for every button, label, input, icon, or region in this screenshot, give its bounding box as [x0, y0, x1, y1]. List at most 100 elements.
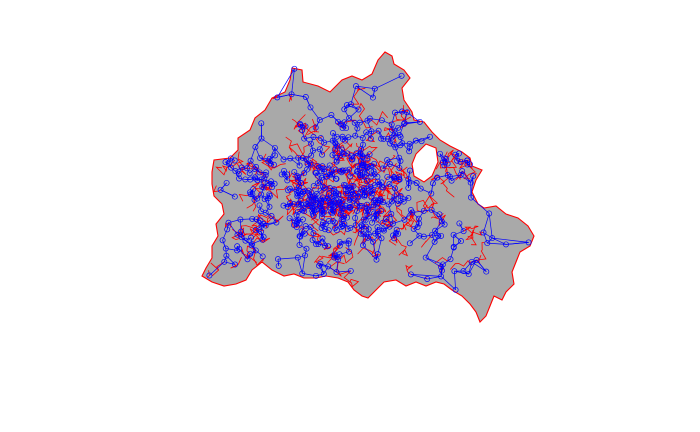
network-node: [299, 127, 306, 134]
network-edge: [354, 128, 358, 136]
network-edge: [250, 250, 256, 255]
network-edge: [277, 257, 298, 260]
network-edge: [483, 232, 488, 244]
district-boundary: [338, 270, 351, 276]
network-node: [327, 171, 334, 178]
network-node: [336, 238, 343, 245]
network-node: [438, 232, 445, 239]
network-node: [371, 160, 378, 167]
network-node: [325, 227, 332, 234]
network-node: [344, 226, 351, 232]
network-node: [307, 140, 314, 147]
network-edge: [410, 274, 442, 277]
network-edge: [354, 217, 357, 226]
network-node: [258, 228, 265, 235]
network-node: [358, 146, 365, 153]
network-node: [390, 141, 397, 148]
network-node: [313, 241, 320, 248]
network-edge: [408, 146, 411, 152]
network-node: [300, 188, 307, 195]
network-edge: [225, 248, 238, 251]
network-edge: [276, 68, 295, 98]
network-node: [305, 199, 312, 206]
network-edge: [240, 218, 253, 220]
network-node: [441, 155, 448, 162]
network-node: [266, 191, 273, 198]
network-edge: [387, 176, 395, 179]
network-edge: [382, 163, 391, 169]
network-node: [343, 125, 350, 132]
network-node: [238, 228, 244, 235]
network-edge: [256, 218, 261, 221]
network-node: [262, 209, 269, 216]
network-node: [427, 133, 433, 140]
network-node: [219, 237, 226, 244]
network-node: [259, 253, 266, 260]
district-boundary: [448, 152, 458, 169]
network-node: [325, 218, 332, 224]
network-node: [385, 201, 392, 208]
network-edge: [264, 199, 270, 207]
network-edge: [312, 148, 320, 151]
network-node: [344, 150, 351, 157]
network-node: [448, 177, 455, 184]
network-edge: [345, 187, 350, 191]
network-node: [467, 179, 474, 186]
network-node: [336, 251, 343, 258]
network-edge: [425, 241, 435, 258]
network-edge: [339, 154, 344, 156]
network-edge: [228, 219, 241, 224]
district-boundary: [352, 145, 378, 155]
network-node: [307, 161, 314, 168]
network-edge: [442, 258, 451, 265]
network-node: [424, 276, 431, 282]
network-node: [297, 233, 304, 240]
network-node: [407, 167, 413, 174]
network-node: [464, 157, 471, 164]
network-node: [322, 226, 329, 233]
network-node: [470, 173, 477, 180]
network-node: [392, 185, 398, 192]
network-node: [444, 160, 451, 167]
network-edge: [391, 135, 394, 138]
district-boundary: [230, 151, 244, 169]
network-edge: [283, 170, 288, 181]
network-node: [375, 127, 382, 134]
network-edge: [299, 244, 307, 250]
network-node: [248, 234, 254, 241]
network-node: [375, 232, 382, 239]
network-node: [242, 237, 249, 244]
network-node: [363, 208, 369, 215]
network-node: [261, 175, 268, 182]
network-node: [265, 158, 272, 165]
network-node: [388, 134, 395, 141]
network-node: [363, 177, 370, 184]
network-edge: [296, 189, 299, 191]
network-node: [318, 174, 325, 181]
network-node: [444, 172, 451, 179]
network-node: [344, 214, 350, 221]
network-node: [364, 205, 371, 212]
network-edge: [431, 234, 439, 237]
network-node: [368, 190, 375, 197]
network-edge: [318, 265, 325, 275]
network-node: [252, 227, 259, 234]
network-edge: [343, 153, 348, 155]
network-edge: [265, 212, 272, 217]
network-edge: [382, 159, 388, 169]
network-node: [346, 166, 353, 173]
network-node: [334, 142, 341, 149]
network-edge: [374, 181, 379, 186]
network-edge: [437, 174, 448, 178]
network-edge: [381, 119, 392, 125]
network-node: [398, 72, 405, 79]
network-node: [322, 242, 328, 249]
network-node: [310, 183, 317, 190]
network-node: [415, 215, 422, 222]
district-boundary: [328, 227, 347, 236]
network-node: [302, 252, 308, 259]
network-node: [360, 242, 366, 249]
network-node-layer: [206, 65, 532, 293]
network-node: [273, 219, 280, 226]
district-boundary: [238, 193, 251, 202]
